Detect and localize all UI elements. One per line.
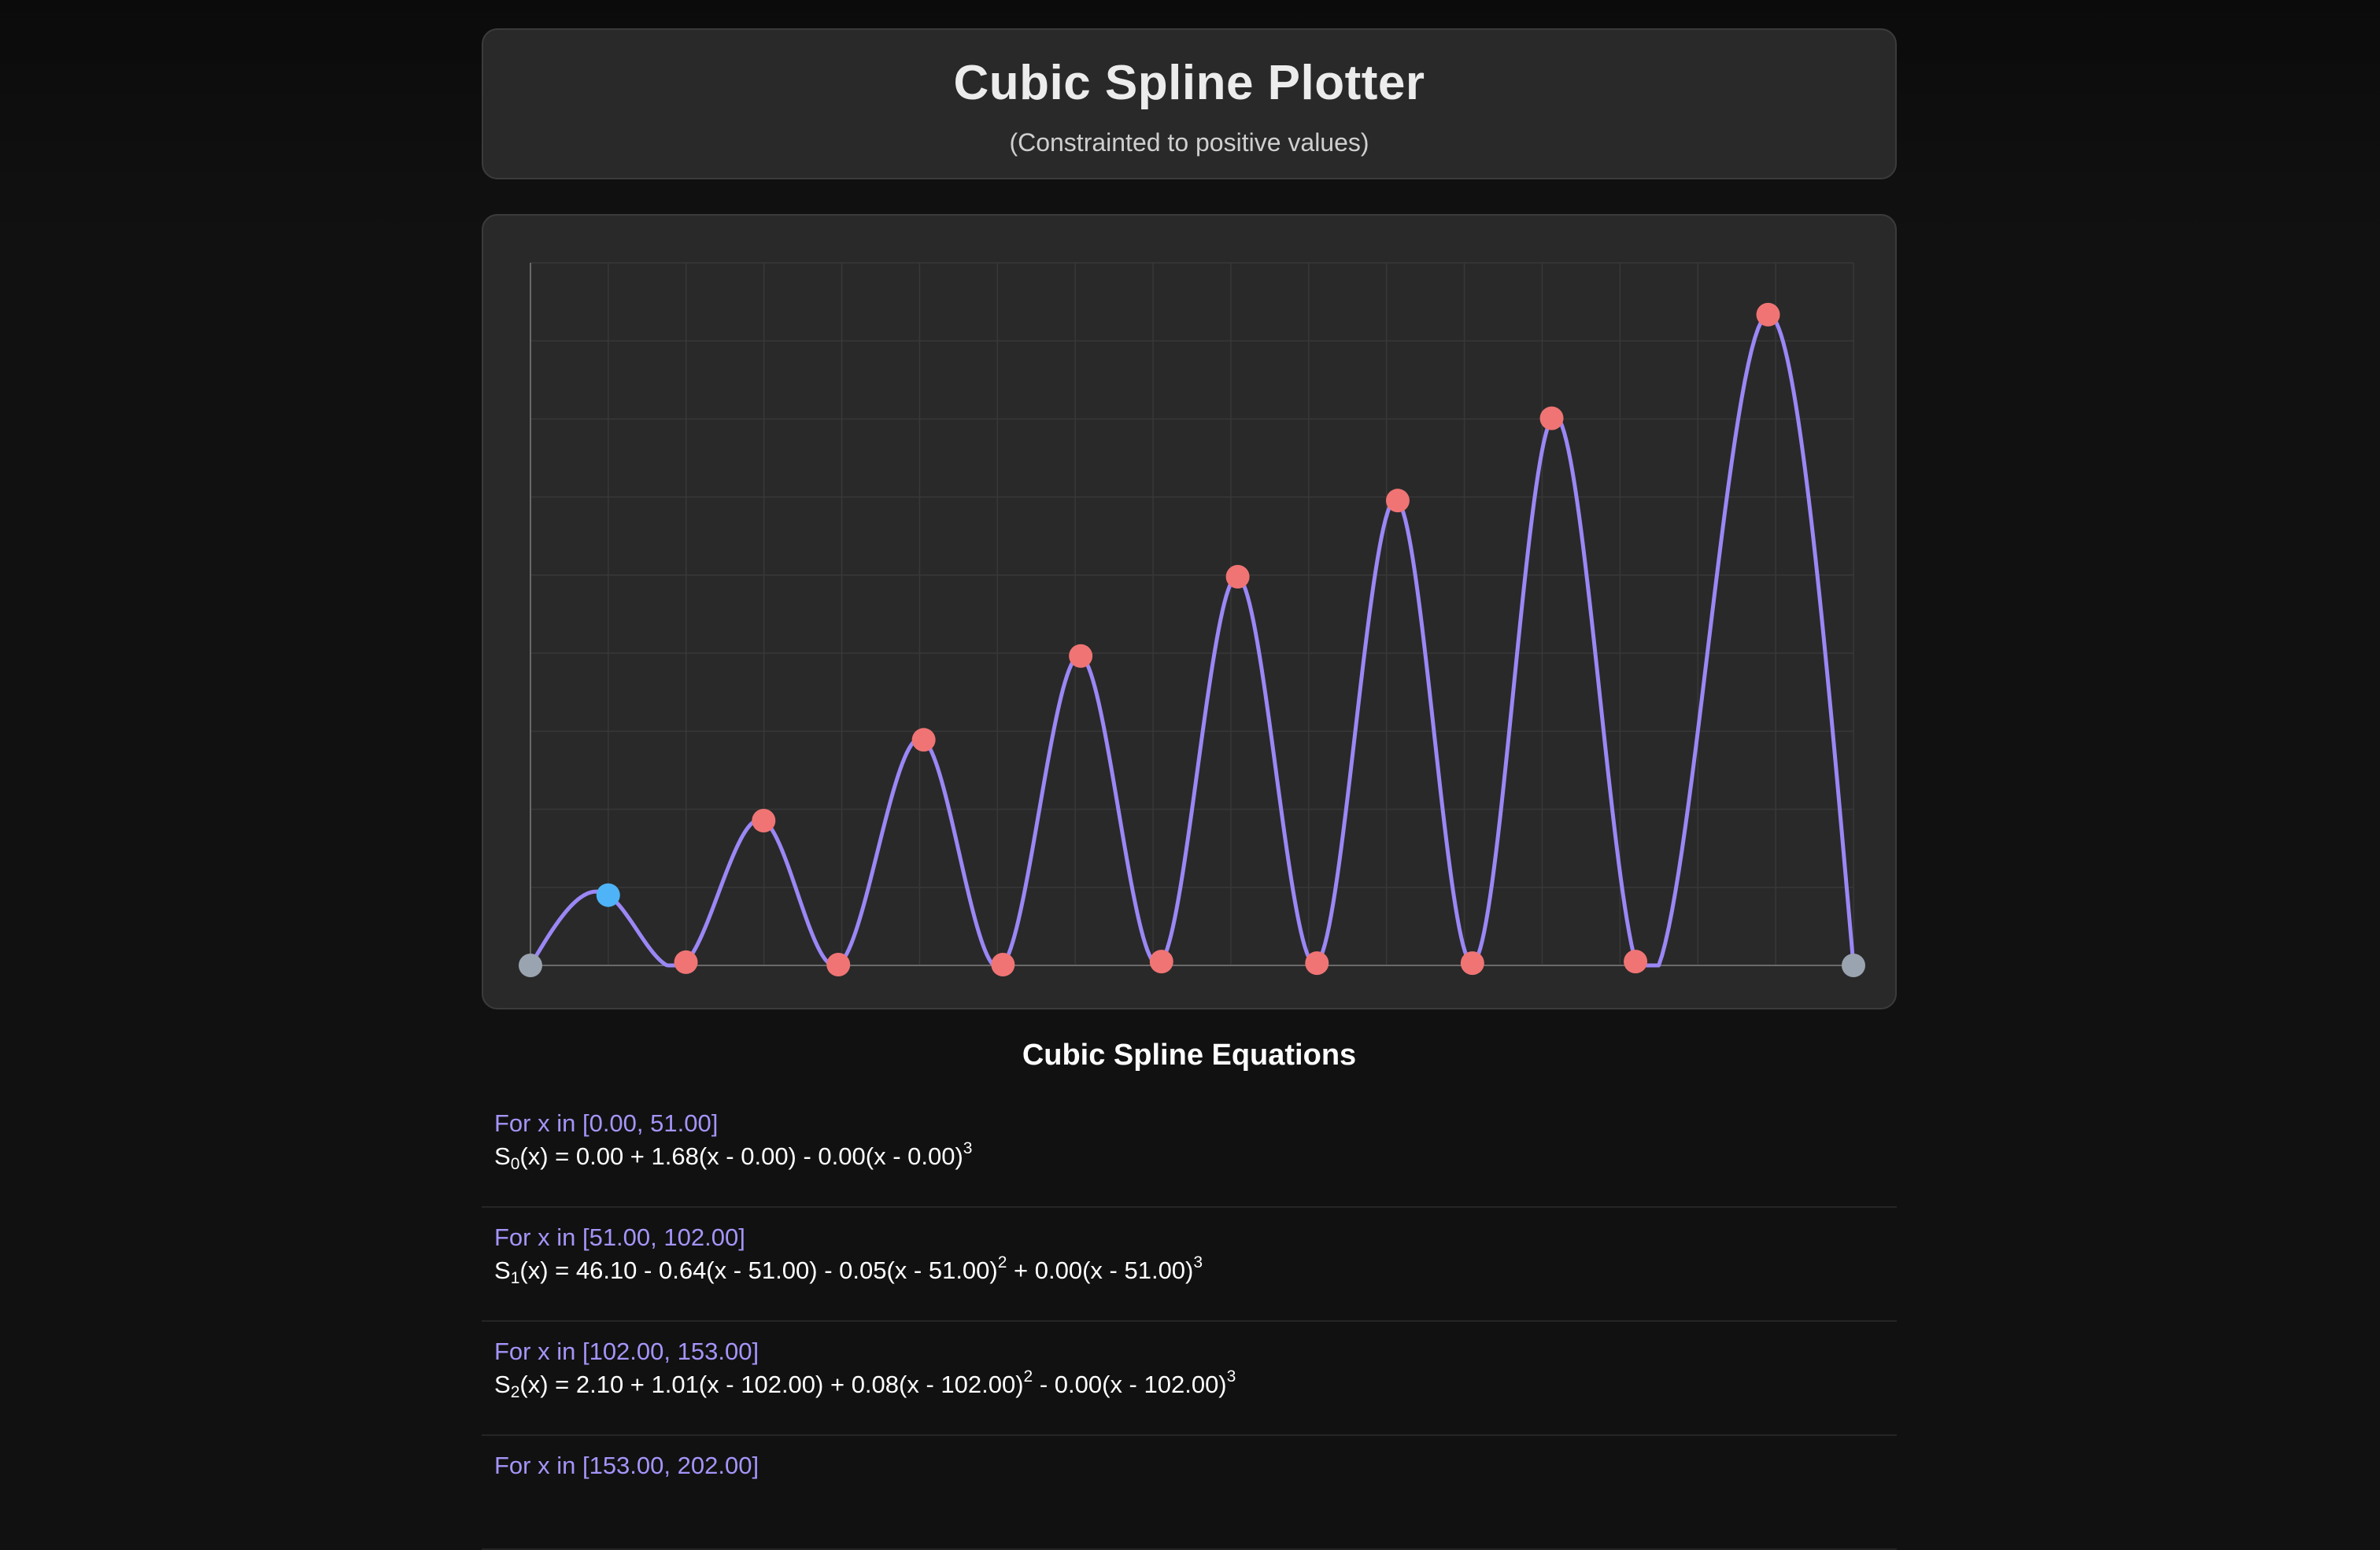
header-card: Cubic Spline Plotter (Constrainted to po… bbox=[482, 28, 1897, 179]
control-point[interactable] bbox=[826, 953, 851, 977]
exponent: 2 bbox=[1023, 1367, 1033, 1386]
control-point[interactable] bbox=[1460, 951, 1484, 976]
equation-item: For x in [51.00, 102.00] S1(x) = 46.10 -… bbox=[482, 1208, 1897, 1322]
endpoint-control-point[interactable] bbox=[519, 954, 542, 977]
control-point[interactable] bbox=[1305, 951, 1329, 976]
segment-index: 1 bbox=[510, 1269, 520, 1287]
app-title: Cubic Spline Plotter bbox=[953, 56, 1425, 110]
formula-text: (x) = 46.10 - 0.64(x - 51.00) - 0.05(x -… bbox=[519, 1257, 998, 1284]
equation-range: For x in [102.00, 153.00] bbox=[494, 1338, 759, 1365]
control-point[interactable] bbox=[1225, 565, 1250, 589]
equation-formula: S0(x) = 0.00 + 1.68(x - 0.00) - 0.00(x -… bbox=[494, 1139, 1884, 1174]
formula-text-tail: - 0.00(x - 102.00) bbox=[1033, 1371, 1227, 1398]
equation-formula: S2(x) = 2.10 + 1.01(x - 102.00) + 0.08(x… bbox=[494, 1367, 1884, 1402]
function-name: S bbox=[494, 1371, 511, 1398]
equations-title: Cubic Spline Equations bbox=[1022, 1039, 1357, 1072]
formula-text-tail: + 0.00(x - 51.00) bbox=[1007, 1257, 1194, 1284]
exponent-tail: 3 bbox=[1226, 1367, 1236, 1386]
control-point[interactable] bbox=[1624, 950, 1648, 974]
spline-curve bbox=[528, 312, 1856, 968]
chart-card[interactable] bbox=[482, 214, 1897, 1009]
segment-index: 0 bbox=[510, 1155, 520, 1173]
control-point[interactable] bbox=[1069, 644, 1093, 668]
control-point[interactable] bbox=[991, 953, 1015, 977]
equation-item: For x in [102.00, 153.00] S2(x) = 2.10 +… bbox=[482, 1322, 1897, 1436]
formula-text: (x) = 2.10 + 1.01(x - 102.00) + 0.08(x -… bbox=[519, 1371, 1024, 1398]
exponent-tail: 3 bbox=[1193, 1253, 1203, 1271]
equation-formula: S1(x) = 46.10 - 0.64(x - 51.00) - 0.05(x… bbox=[494, 1253, 1884, 1288]
exponent: 3 bbox=[963, 1139, 973, 1157]
equation-range: For x in [51.00, 102.00] bbox=[494, 1223, 745, 1251]
control-point[interactable] bbox=[674, 950, 698, 974]
control-point[interactable] bbox=[1149, 950, 1173, 974]
spline-plot[interactable] bbox=[483, 216, 1898, 1011]
control-point[interactable] bbox=[752, 808, 776, 832]
control-point[interactable] bbox=[1539, 406, 1564, 430]
app-subtitle: (Constrainted to positive values) bbox=[1009, 128, 1369, 157]
selected-control-point[interactable] bbox=[596, 883, 620, 907]
function-name: S bbox=[494, 1142, 511, 1170]
control-point[interactable] bbox=[1756, 302, 1780, 327]
equation-range: For x in [0.00, 51.00] bbox=[494, 1109, 719, 1137]
control-point[interactable] bbox=[911, 728, 936, 752]
endpoint-control-point[interactable] bbox=[1842, 954, 1865, 977]
equation-item: For x in [0.00, 51.00] S0(x) = 0.00 + 1.… bbox=[482, 1094, 1897, 1208]
function-name: S bbox=[494, 1257, 511, 1284]
equation-item: For x in [153.00, 202.00] bbox=[482, 1436, 1897, 1550]
equation-range: For x in [153.00, 202.00] bbox=[494, 1452, 759, 1479]
exponent: 2 bbox=[997, 1253, 1007, 1271]
control-point[interactable] bbox=[1385, 489, 1410, 513]
segment-index: 2 bbox=[510, 1383, 520, 1401]
formula-text: (x) = 0.00 + 1.68(x - 0.00) - 0.00(x - 0… bbox=[519, 1142, 963, 1170]
equations-list: For x in [0.00, 51.00] S0(x) = 0.00 + 1.… bbox=[482, 1094, 1897, 1550]
